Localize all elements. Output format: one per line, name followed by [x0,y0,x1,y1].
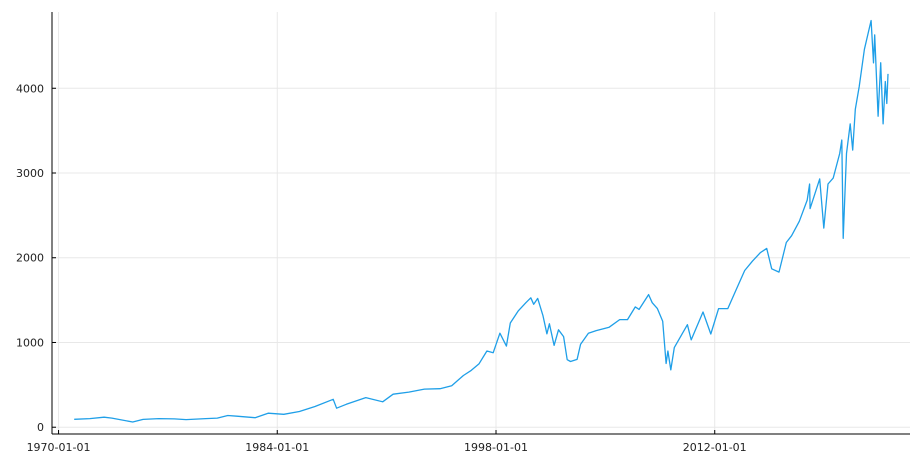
grid-lines [52,12,910,434]
x-tick-label: 1998-01-01 [464,441,528,454]
x-tick-label: 1970-01-01 [27,441,91,454]
tick-labels: 0 1000 2000 3000 4000 1970-01-01 1984-01-01 199… [16,82,747,454]
y-tick-label: 4000 [16,82,44,95]
y-tick-label: 0 [37,421,44,434]
series-line-0 [74,19,889,423]
x-tick-label: 1984-01-01 [245,441,309,454]
x-tick-label: 2012-01-01 [683,441,747,454]
y-tick-label: 2000 [16,252,44,265]
axes [51,12,910,435]
y-tick-label: 3000 [16,167,44,180]
y-tick-label: 1000 [16,336,44,349]
series-layer [74,19,889,423]
